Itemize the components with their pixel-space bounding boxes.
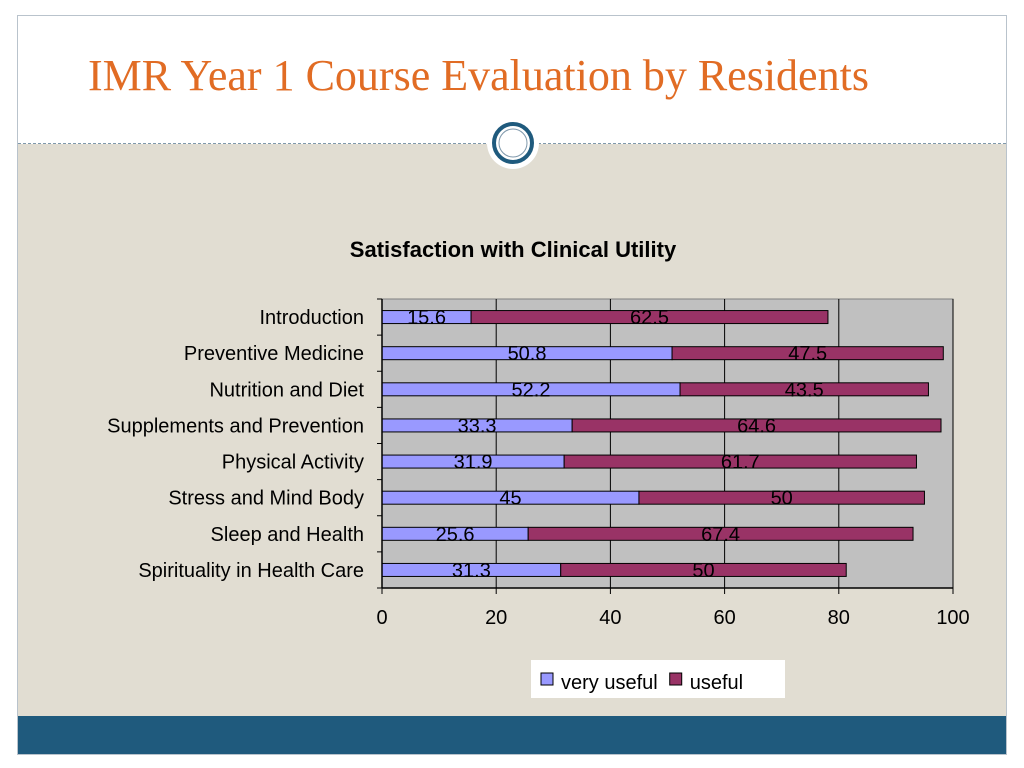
chart-title: Satisfaction with Clinical Utility [350, 237, 677, 262]
data-label-very-useful-5: 45 [499, 488, 521, 510]
bar-useful-3 [571, 418, 942, 433]
data-label-useful-7: 50 [692, 560, 714, 582]
legend-label-very-useful: very useful [561, 672, 658, 694]
legend-label-useful: useful [690, 672, 743, 694]
legend-box [531, 660, 785, 698]
x-tick-label-40: 40 [599, 607, 621, 629]
data-label-useful-5: 50 [771, 488, 793, 510]
circle-ornament-icon [487, 117, 539, 169]
data-label-very-useful-4: 31.9 [454, 452, 493, 474]
x-tick-label-100: 100 [936, 607, 969, 629]
data-label-useful-3: 64.6 [737, 415, 776, 437]
x-tick-label-20: 20 [485, 607, 507, 629]
data-label-useful-4: 61.7 [721, 452, 760, 474]
data-label-very-useful-6: 25.6 [436, 524, 475, 546]
data-label-useful-2: 43.5 [785, 379, 824, 401]
data-label-very-useful-2: 52.2 [512, 379, 551, 401]
labels: 15.6 62.5 Introduction 50.8 47.5 Preventive M… [107, 307, 970, 629]
data-label-useful-6: 67.4 [701, 524, 740, 546]
data-label-very-useful-1: 50.8 [508, 343, 547, 365]
category-label-5: Stress and Mind Body [168, 488, 364, 510]
category-label-4: Physical Activity [222, 452, 364, 474]
legend-swatch-useful [669, 672, 683, 686]
bar-useful-5 [638, 490, 925, 505]
x-tick-label-0: 0 [376, 607, 387, 629]
bar-useful-2 [679, 382, 929, 397]
x-tick-label-80: 80 [828, 607, 850, 629]
slide-title: IMR Year 1 Course Evaluation by Resident… [88, 51, 869, 100]
data-label-useful-0: 62.5 [630, 307, 669, 329]
data-label-very-useful-3: 33.3 [458, 415, 497, 437]
bar-useful-0 [470, 310, 829, 325]
category-label-2: Nutrition and Diet [209, 379, 364, 401]
x-tick-label-60: 60 [713, 607, 735, 629]
category-label-3: Supplements and Prevention [107, 415, 364, 437]
legend: very useful useful [531, 660, 785, 698]
category-label-7: Spirituality in Health Care [138, 560, 364, 582]
data-label-useful-1: 47.5 [788, 343, 827, 365]
legend-swatch-very-useful [540, 672, 554, 686]
axes [377, 298, 954, 594]
category-label-1: Preventive Medicine [184, 343, 364, 365]
category-label-6: Sleep and Health [211, 524, 364, 546]
category-label-0: Introduction [259, 307, 364, 329]
data-label-very-useful-7: 31.3 [452, 560, 491, 582]
data-label-very-useful-0: 15.6 [407, 307, 446, 329]
bar-useful-7 [560, 562, 847, 577]
footer-band [18, 716, 1006, 754]
bar-useful-1 [671, 346, 944, 361]
bar-useful-4 [563, 454, 917, 469]
bar-useful-6 [527, 526, 914, 541]
